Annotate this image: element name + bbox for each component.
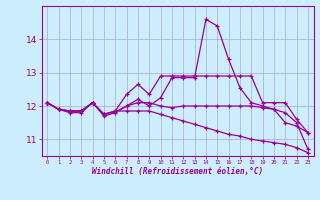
- X-axis label: Windchill (Refroidissement éolien,°C): Windchill (Refroidissement éolien,°C): [92, 167, 263, 176]
